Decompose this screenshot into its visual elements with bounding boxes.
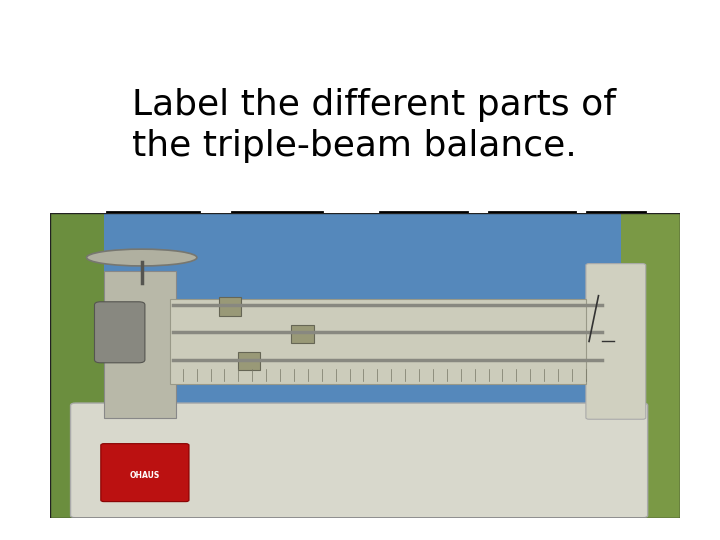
Bar bbox=[104, 271, 176, 418]
Text: OHAUS: OHAUS bbox=[130, 471, 160, 480]
Ellipse shape bbox=[86, 249, 197, 266]
FancyBboxPatch shape bbox=[101, 444, 189, 502]
Bar bbox=[621, 213, 680, 518]
Text: the triple-beam balance.: the triple-beam balance. bbox=[132, 129, 577, 163]
Bar bbox=[170, 299, 586, 384]
FancyBboxPatch shape bbox=[586, 264, 646, 419]
Bar bbox=[50, 213, 104, 518]
Bar bbox=[238, 352, 260, 370]
Text: Label the different parts of: Label the different parts of bbox=[132, 87, 616, 122]
Bar bbox=[291, 325, 314, 343]
Bar bbox=[219, 297, 241, 315]
FancyBboxPatch shape bbox=[94, 302, 145, 363]
FancyBboxPatch shape bbox=[71, 403, 648, 518]
